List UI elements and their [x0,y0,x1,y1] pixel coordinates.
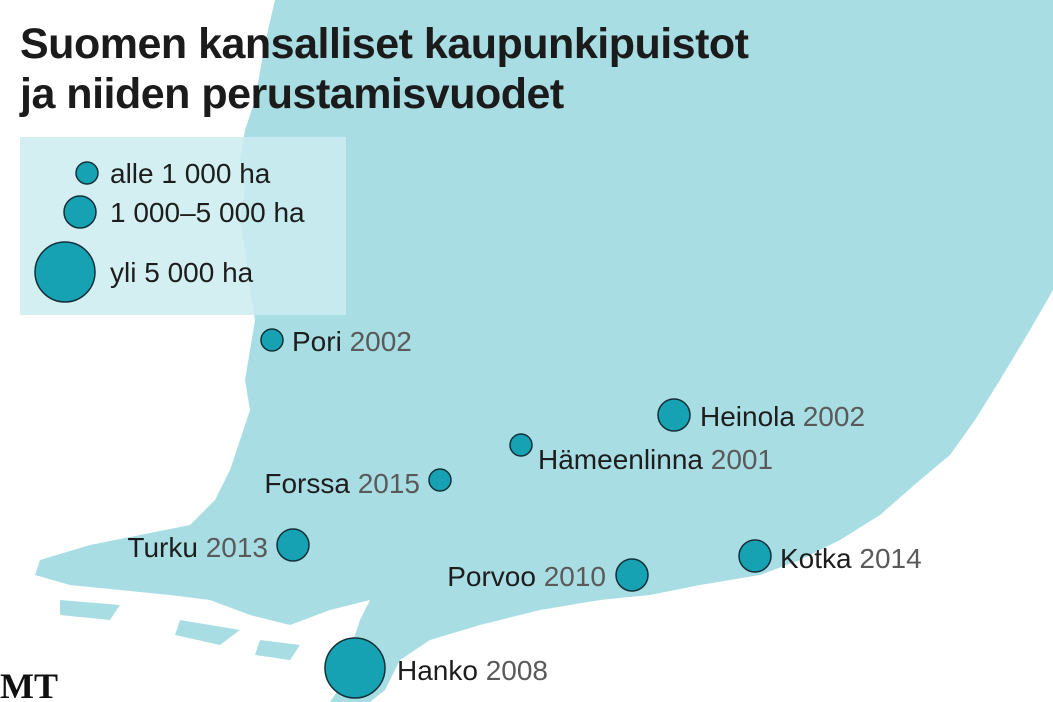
city-year: 2015 [358,468,420,499]
city-year: 2001 [711,444,773,475]
city-name: Hämeenlinna [538,444,703,475]
city-label: Pori 2002 [292,326,412,357]
city-name: Forssa [264,468,350,499]
legend-dot [75,161,99,185]
city-year: 2010 [544,561,606,592]
city-name: Turku [127,532,198,563]
city-name: Porvoo [447,561,536,592]
city-label: Hämeenlinna 2001 [538,444,773,475]
city-label: Turku 2013 [127,532,268,563]
city-dot [509,433,533,457]
title-line: ja niiden perustamisvuodet [19,70,564,118]
legend-dot [34,241,96,303]
city-label: Heinola 2002 [700,401,865,432]
city-name: Kotka [780,543,852,574]
city-dot [657,398,691,432]
city-name: Hanko [397,655,478,686]
logo: MT [0,666,58,702]
city-dot [738,539,772,573]
city-label: Hanko 2008 [397,655,548,686]
city-label: Kotka 2014 [780,543,922,574]
city-dot [276,528,310,562]
city-name: Pori [292,326,342,357]
city-dot [615,558,649,592]
legend-label: yli 5 000 ha [110,257,254,288]
city-year: 2002 [803,401,865,432]
city-label: Forssa 2015 [264,468,420,499]
legend-label: alle 1 000 ha [110,158,271,189]
legend-dot [63,195,97,229]
city-year: 2013 [206,532,268,563]
city-dot [324,637,386,699]
title-line: Suomen kansalliset kaupunkipuistot [20,20,749,68]
city-name: Heinola [700,401,795,432]
islands [60,600,300,660]
city-label: Porvoo 2010 [447,561,606,592]
city-year: 2014 [859,543,921,574]
city-year: 2008 [486,655,548,686]
city-dot [260,328,284,352]
legend-label: 1 000–5 000 ha [110,197,305,228]
city-dot [428,468,452,492]
city-year: 2002 [350,326,412,357]
